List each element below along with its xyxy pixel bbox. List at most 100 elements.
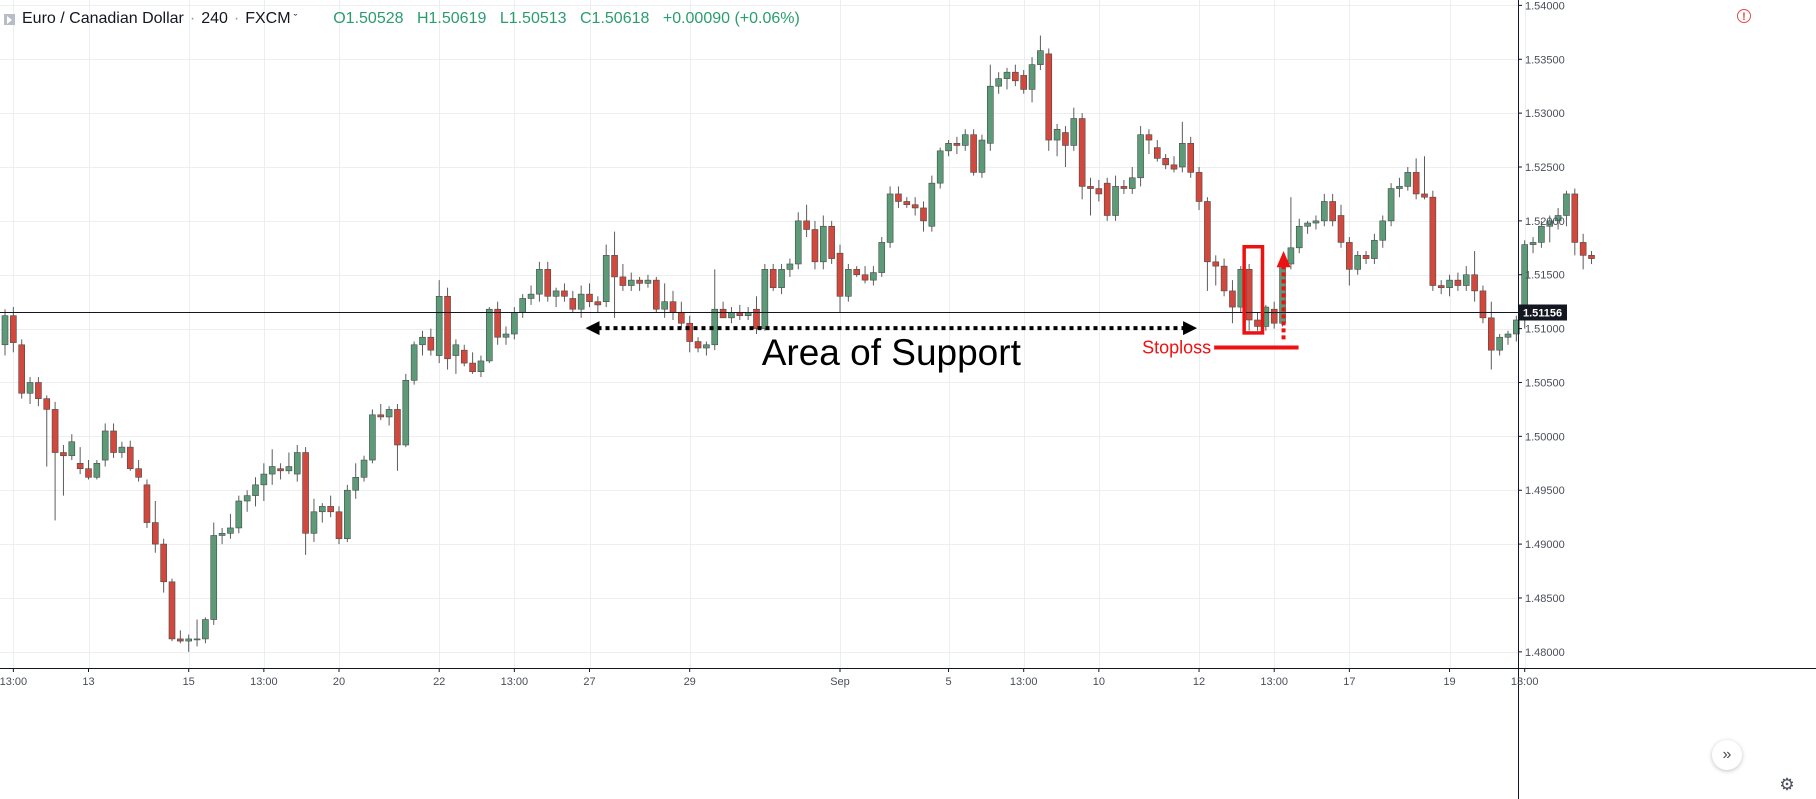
candle[interactable] xyxy=(410,341,418,385)
candle[interactable] xyxy=(1437,280,1445,295)
candle[interactable] xyxy=(903,197,911,208)
candle[interactable] xyxy=(936,147,944,189)
candle[interactable] xyxy=(1287,197,1295,270)
candle[interactable] xyxy=(803,204,810,238)
candle[interactable] xyxy=(928,175,936,232)
candle[interactable] xyxy=(627,272,635,291)
candle[interactable] xyxy=(494,301,501,345)
candle[interactable] xyxy=(177,630,184,644)
candle[interactable] xyxy=(870,266,877,286)
candle[interactable] xyxy=(1,309,9,356)
candle[interactable] xyxy=(485,307,493,364)
candle[interactable] xyxy=(93,460,101,480)
candle[interactable] xyxy=(1379,215,1387,248)
candle[interactable] xyxy=(277,463,284,480)
candle[interactable] xyxy=(1429,190,1437,291)
candle[interactable] xyxy=(427,328,435,356)
candle[interactable] xyxy=(1270,301,1278,329)
candle[interactable] xyxy=(853,266,861,277)
candle[interactable] xyxy=(68,434,76,461)
candle[interactable] xyxy=(1504,330,1512,345)
candle[interactable] xyxy=(1179,121,1186,173)
candle[interactable] xyxy=(1087,177,1094,216)
candle[interactable] xyxy=(1220,258,1228,297)
candle[interactable] xyxy=(794,212,802,270)
candle[interactable] xyxy=(586,283,593,308)
exchange-label[interactable]: FXCM xyxy=(245,10,291,27)
candle[interactable] xyxy=(970,129,977,176)
candle[interactable] xyxy=(1195,167,1203,211)
candle[interactable] xyxy=(836,244,844,313)
candle[interactable] xyxy=(1462,266,1470,291)
candle[interactable] xyxy=(636,276,643,291)
candle[interactable] xyxy=(1095,179,1103,202)
candle[interactable] xyxy=(1446,274,1453,297)
candle[interactable] xyxy=(1162,154,1169,170)
candle[interactable] xyxy=(385,406,393,426)
candle[interactable] xyxy=(878,237,886,277)
candle[interactable] xyxy=(335,506,343,545)
candle[interactable] xyxy=(1212,255,1220,286)
candle[interactable] xyxy=(402,373,410,448)
candle[interactable] xyxy=(669,290,677,320)
candle[interactable] xyxy=(1012,64,1019,87)
candle[interactable] xyxy=(945,140,952,157)
candle[interactable] xyxy=(126,440,134,471)
candle[interactable] xyxy=(711,269,719,351)
candle[interactable] xyxy=(753,296,760,334)
candles[interactable] xyxy=(1,35,1595,652)
candle[interactable] xyxy=(1513,315,1520,342)
candle[interactable] xyxy=(419,330,426,356)
candle[interactable] xyxy=(678,301,685,329)
candle[interactable] xyxy=(1137,126,1144,187)
candle[interactable] xyxy=(845,263,852,302)
candle[interactable] xyxy=(1571,188,1579,256)
candle[interactable] xyxy=(1479,285,1487,324)
candle[interactable] xyxy=(719,301,727,319)
candle[interactable] xyxy=(76,447,84,475)
candle[interactable] xyxy=(243,490,251,512)
candle[interactable] xyxy=(377,404,385,421)
candle[interactable] xyxy=(1312,215,1320,230)
candle[interactable] xyxy=(360,455,368,482)
candle[interactable] xyxy=(318,503,326,523)
symbol-name[interactable]: Euro / Canadian Dollar xyxy=(22,10,184,27)
candle[interactable] xyxy=(986,64,994,151)
candle[interactable] xyxy=(310,498,318,542)
candle[interactable] xyxy=(1396,177,1403,198)
candle[interactable] xyxy=(344,484,351,542)
candle[interactable] xyxy=(978,134,986,178)
candle[interactable] xyxy=(552,287,560,308)
candle[interactable] xyxy=(452,339,460,374)
candle[interactable] xyxy=(1120,179,1128,194)
candle[interactable] xyxy=(394,404,401,471)
candle[interactable] xyxy=(1354,251,1361,275)
candle[interactable] xyxy=(285,452,293,475)
candle[interactable] xyxy=(235,495,243,534)
candle[interactable] xyxy=(1321,193,1328,227)
candle[interactable] xyxy=(460,344,468,367)
candle[interactable] xyxy=(1154,140,1161,162)
candle[interactable] xyxy=(1187,136,1194,178)
scroll-to-latest-button[interactable]: » xyxy=(1712,740,1742,770)
candle[interactable] xyxy=(60,444,67,496)
candle[interactable] xyxy=(252,477,259,507)
candle[interactable] xyxy=(1471,251,1478,302)
candle[interactable] xyxy=(268,449,276,485)
candle[interactable] xyxy=(1412,158,1420,200)
candle[interactable] xyxy=(1579,233,1587,270)
candle[interactable] xyxy=(218,527,226,545)
candle[interactable] xyxy=(761,263,769,331)
candle[interactable] xyxy=(1145,129,1153,155)
candle[interactable] xyxy=(1538,220,1545,248)
candle[interactable] xyxy=(1254,312,1261,331)
candle[interactable] xyxy=(953,136,961,155)
candle[interactable] xyxy=(444,287,451,370)
candle[interactable] xyxy=(35,377,42,407)
candle[interactable] xyxy=(135,460,142,482)
candle[interactable] xyxy=(1362,251,1370,264)
candle[interactable] xyxy=(1404,167,1412,191)
candle[interactable] xyxy=(193,619,201,647)
